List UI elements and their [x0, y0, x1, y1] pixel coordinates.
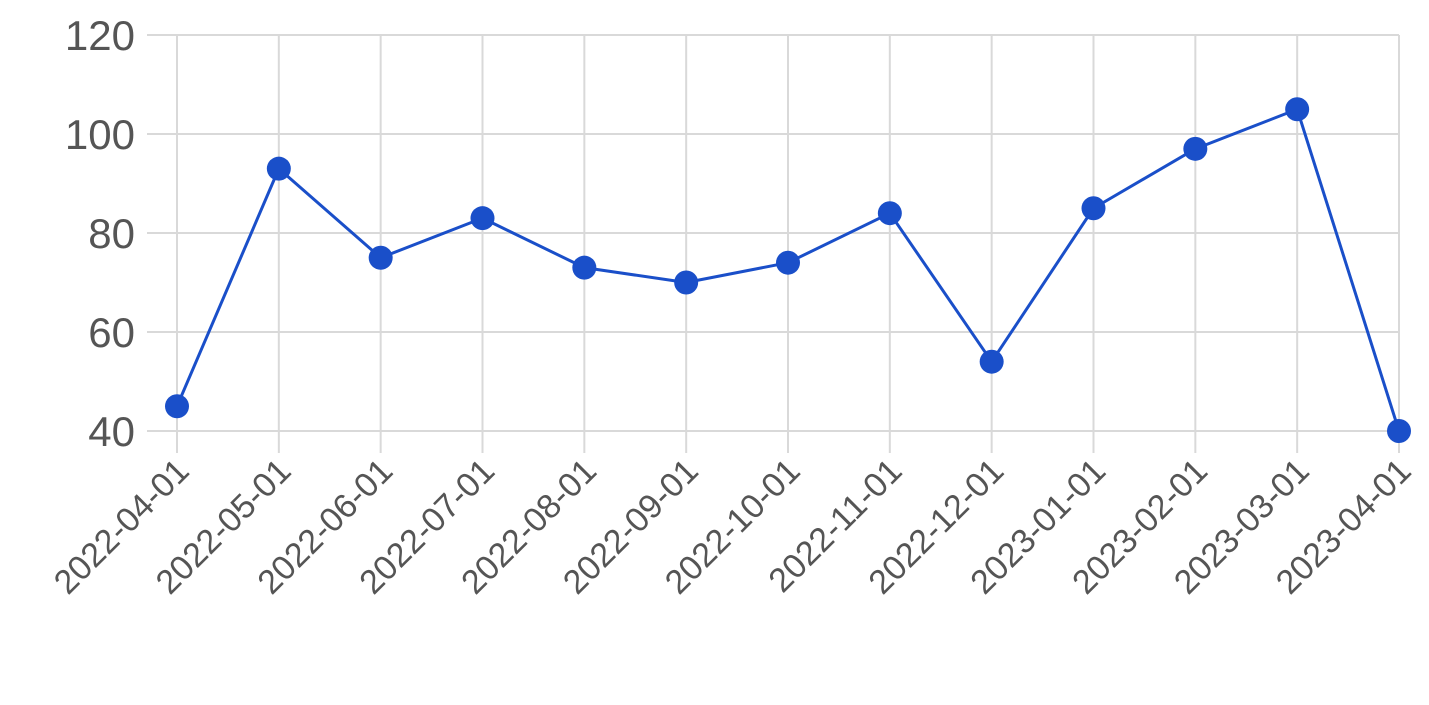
- data-point: [572, 255, 597, 280]
- data-point: [368, 245, 393, 270]
- data-point: [979, 349, 1004, 374]
- data-point: [877, 201, 902, 226]
- x-axis-ticks: 2022-04-012022-05-012022-06-012022-07-01…: [47, 452, 1419, 602]
- data-point: [470, 206, 495, 231]
- data-point: [165, 394, 189, 419]
- y-axis-ticks: 40 60 80 100 120: [65, 12, 135, 455]
- y-tick-label: 60: [88, 309, 135, 356]
- data-point: [1183, 136, 1208, 161]
- data-point: [1081, 196, 1106, 221]
- series-layer: [165, 97, 1411, 443]
- y-tick-label: 80: [88, 210, 135, 257]
- y-tick-label: 120: [65, 12, 135, 59]
- data-point: [266, 156, 291, 181]
- data-point: [776, 250, 800, 275]
- data-point: [1285, 97, 1310, 122]
- y-tick-label: 40: [88, 408, 135, 455]
- y-tick-label: 100: [65, 111, 135, 158]
- data-point: [674, 270, 699, 295]
- data-point: [1387, 419, 1411, 443]
- grid-lines: [147, 34, 1400, 453]
